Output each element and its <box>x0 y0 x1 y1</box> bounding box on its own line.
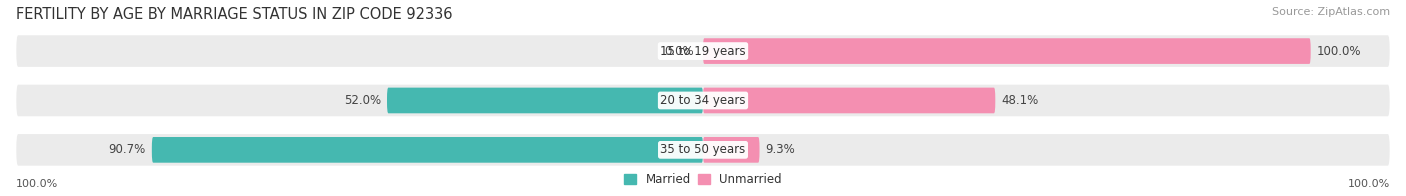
FancyBboxPatch shape <box>17 35 1389 67</box>
Text: 48.1%: 48.1% <box>1001 94 1039 107</box>
FancyBboxPatch shape <box>703 137 759 163</box>
FancyBboxPatch shape <box>703 88 995 113</box>
FancyBboxPatch shape <box>703 38 1310 64</box>
Text: 0.0%: 0.0% <box>664 44 695 58</box>
FancyBboxPatch shape <box>152 137 703 163</box>
Text: 35 to 50 years: 35 to 50 years <box>661 143 745 156</box>
FancyBboxPatch shape <box>17 85 1389 116</box>
Text: 100.0%: 100.0% <box>1347 179 1389 189</box>
Text: Source: ZipAtlas.com: Source: ZipAtlas.com <box>1271 7 1389 17</box>
FancyBboxPatch shape <box>387 88 703 113</box>
Text: 52.0%: 52.0% <box>344 94 381 107</box>
Text: 15 to 19 years: 15 to 19 years <box>661 44 745 58</box>
Text: 9.3%: 9.3% <box>766 143 796 156</box>
FancyBboxPatch shape <box>17 134 1389 166</box>
Text: 100.0%: 100.0% <box>17 179 59 189</box>
Legend: Married, Unmarried: Married, Unmarried <box>624 173 782 186</box>
Text: 90.7%: 90.7% <box>108 143 146 156</box>
Text: 100.0%: 100.0% <box>1317 44 1361 58</box>
Text: FERTILITY BY AGE BY MARRIAGE STATUS IN ZIP CODE 92336: FERTILITY BY AGE BY MARRIAGE STATUS IN Z… <box>17 7 453 22</box>
Text: 20 to 34 years: 20 to 34 years <box>661 94 745 107</box>
